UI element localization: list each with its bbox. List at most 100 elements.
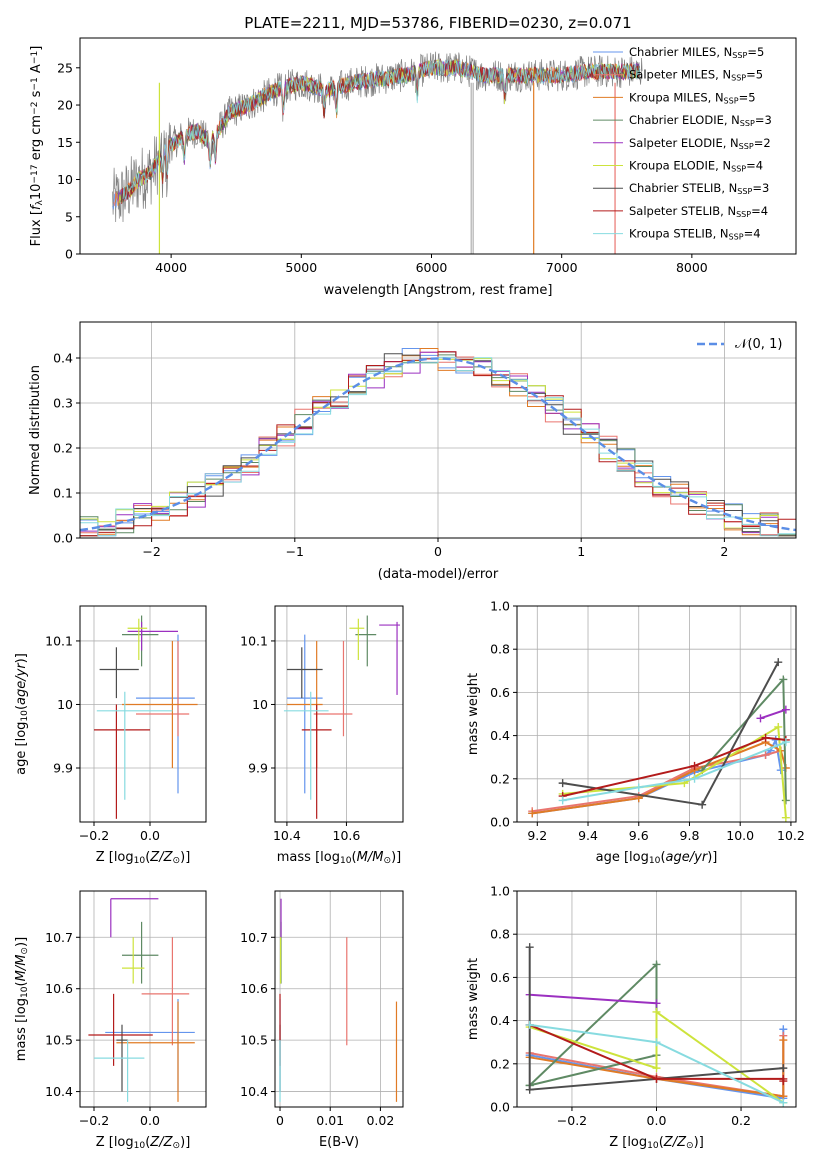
legend-label-gaussian: 𝒩(0, 1): [735, 337, 782, 352]
label-part: 10: [134, 1141, 146, 1151]
label-part: 10: [340, 856, 352, 866]
label-part: )]: [694, 1135, 704, 1150]
weight-marker-3: [652, 960, 661, 969]
weight-marker-6: [774, 658, 783, 667]
errorbar-1: [136, 640, 190, 737]
label-part: Salpeter STELIB, N: [629, 204, 736, 218]
label-part: =4: [751, 204, 768, 218]
label-part: age/yr: [666, 850, 709, 865]
label-part: −2: [30, 102, 40, 115]
weight-marker-8: [558, 796, 567, 805]
mass-vs-Z-ytick-label: 10.4: [45, 1084, 73, 1099]
weight-marker-3: [779, 675, 788, 684]
label-part: 10: [649, 856, 661, 866]
weight-vs-Z-ylabel: mass weight: [466, 958, 481, 1040]
mass-vs-Z-ytick-label: 10.7: [45, 930, 73, 945]
residuals-xlabel: (data-model)/error: [378, 567, 499, 582]
weight-vs-age-xtick-label: 10.2: [777, 828, 805, 843]
label-part: (: [352, 850, 357, 865]
residuals-xtick-label: −2: [142, 544, 160, 559]
mass-vs-Z-ytick-label: 10.5: [45, 1033, 73, 1048]
spectrum-ytick-label: 15: [57, 135, 73, 150]
mass-vs-Z-axes: −0.2 0.0 10.4 10.5 10.6 10.7: [45, 930, 160, 1128]
label-part: SSP: [731, 165, 746, 174]
weight-marker-8: [634, 783, 643, 792]
weight-vs-age-plot-area: [517, 606, 796, 822]
weight-marker-5: [774, 722, 783, 731]
spectrum-ytick-label: 5: [65, 209, 73, 224]
label-part: (data-model)/error: [378, 567, 499, 582]
label-part: SSP: [736, 210, 751, 219]
weight-vs-Z-xtick-label: 0.0: [647, 1113, 667, 1128]
label-part: λ: [35, 200, 45, 206]
age-vs-mass-xlabel: mass [log10(M/M⊙)]: [277, 850, 401, 866]
mass-vs-EBV-ytick-label: 10.7: [240, 930, 268, 945]
age-vs-Z-ylabel: age [log10(age/yr)]: [14, 653, 30, 775]
weight-vs-Z-frame: [516, 890, 797, 1108]
age-vs-Z-xtick-label: −0.2: [79, 828, 109, 843]
errorbar-2: [122, 640, 198, 768]
weight-vs-age-xtick-label: 9.4: [578, 828, 598, 843]
age-vs-Z-frame: [79, 605, 207, 823]
mass-vs-Z-xtick-label: −0.2: [79, 1113, 109, 1128]
legend-label-5: Kroupa ELODIE, NSSP=4: [629, 159, 763, 174]
mass-vs-EBV-xtick-label: 0.01: [316, 1113, 344, 1128]
label-part: Z [log: [96, 1135, 134, 1150]
weight-vs-age-ytick-label: 0.4: [490, 728, 510, 743]
label-part: Z/Z: [149, 850, 173, 865]
label-part: Kroupa ELODIE, N: [629, 159, 731, 173]
errorbar-8: [94, 1040, 145, 1102]
label-part: Salpeter ELODIE, N: [629, 136, 739, 150]
residuals-xtick-label: 2: [720, 544, 728, 559]
weight-series-7: [562, 736, 787, 798]
weight-vs-age-panel: 9.2 9.4 9.6 9.8 10.0 10.2 0.0 0.2 0.4 0.6 0.8 1.0 ag…: [466, 599, 805, 867]
mass-vs-EBV-xlabel: E(B-V): [319, 1135, 359, 1150]
label-part: mass [log: [277, 850, 340, 865]
age-vs-Z-plot-area: [80, 606, 206, 822]
age-vs-mass-axes: 10.4 10.6 9.9 10 10.1: [240, 633, 360, 843]
label-part: A: [29, 64, 44, 77]
weight-marker-5: [652, 1064, 661, 1073]
weight-marker-7: [690, 761, 699, 770]
mass-vs-EBV-ytick-label: 10.4: [240, 1084, 268, 1099]
label-part: Z/Z: [663, 1135, 687, 1150]
errorbar-3: [122, 921, 159, 984]
legend-label-7: Salpeter STELIB, NSSP=4: [629, 204, 768, 219]
label-part: )]: [180, 1135, 190, 1150]
mass-vs-EBV-plot-area: [275, 891, 403, 1107]
label-part: Chabrier STELIB, N: [629, 181, 737, 195]
weight-vs-age-frame: [516, 605, 797, 823]
errorbar-5: [349, 618, 365, 660]
label-part: Kroupa MILES, N: [629, 90, 724, 104]
label-part: 10: [20, 986, 30, 998]
spectrum-ytick-label: 10: [57, 172, 73, 187]
mass-vs-EBV-frame: [274, 890, 404, 1108]
errorbar-7: [301, 704, 332, 819]
weight-vs-Z-xlabel: Z [log10(Z/Z⊙)]: [609, 1135, 704, 1151]
label-part: (: [14, 981, 29, 986]
label-part: Kroupa STELIB, N: [629, 227, 729, 241]
label-part: =5: [747, 45, 764, 59]
label-part: 10: [134, 856, 146, 866]
label-part: =3: [755, 113, 772, 127]
label-part: SSP: [740, 119, 755, 128]
label-part: −1: [30, 51, 40, 64]
residuals-ytick-label: 0.2: [53, 441, 73, 456]
residuals-xtick-label: −1: [286, 544, 304, 559]
weight-marker-4: [756, 714, 765, 723]
label-part: =3: [752, 181, 769, 195]
label-part: =2: [754, 136, 771, 150]
label-part: (: [660, 850, 665, 865]
residuals-ytick-label: 0.1: [53, 486, 73, 501]
weight-vs-Z-xtick-label: −0.2: [557, 1113, 587, 1128]
label-part: =4: [744, 227, 761, 241]
label-part: SSP: [737, 187, 752, 196]
age-vs-mass-plot-area: [275, 606, 403, 822]
label-part: f: [29, 203, 44, 210]
label-part: M/M: [357, 850, 384, 865]
weight-marker-8: [652, 1038, 661, 1047]
residuals-frame: [79, 321, 797, 539]
